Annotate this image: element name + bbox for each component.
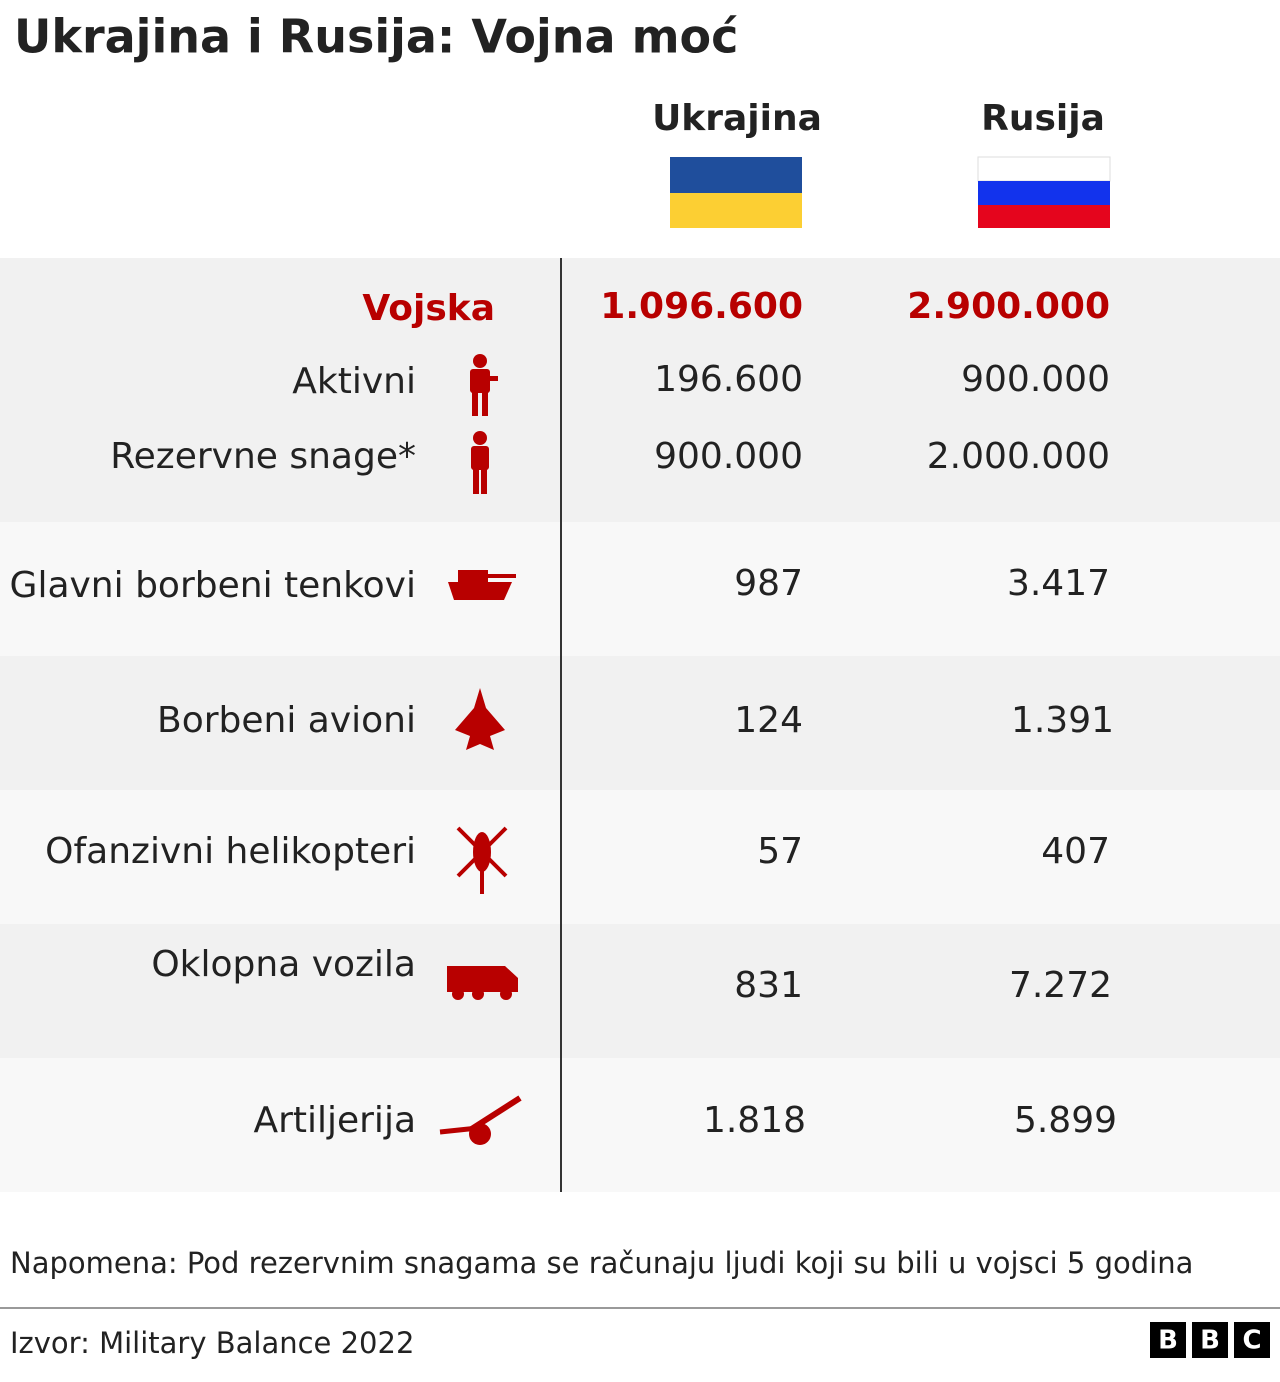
- table-row: Oklopna vozila 831 7.272: [151, 944, 1112, 1006]
- cell-value: 407: [1041, 831, 1110, 872]
- row-label: Artiljerija: [253, 1100, 416, 1141]
- row-label: Borbeni avioni: [157, 700, 416, 741]
- flag-ukraine: [670, 157, 802, 228]
- icon-plane: [455, 688, 505, 750]
- table-row: Artiljerija 1.818 5.899: [253, 1100, 1117, 1141]
- cell-value: 900.000: [961, 359, 1110, 400]
- cell-value: 124: [734, 700, 803, 741]
- table-bands: [0, 258, 1280, 1192]
- title: Ukrajina i Rusija: Vojna moć: [14, 10, 738, 64]
- table-row: Rezervne snage* 900.000 2.000.000: [110, 436, 1110, 477]
- icons: [439, 354, 522, 1145]
- row-label: Oklopna vozila: [151, 944, 416, 985]
- flag-russia: [977, 156, 1111, 228]
- logo-letter: C: [1242, 1326, 1261, 1356]
- source: Izvor: Military Balance 2022: [10, 1326, 414, 1360]
- table: Vojska 1.096.600 2.900.000 Aktivni 196.600 90…: [10, 286, 1117, 1141]
- row-label: Aktivni: [292, 361, 416, 402]
- cell-value: 7.272: [1009, 965, 1112, 1006]
- cell-value: 987: [734, 563, 803, 604]
- cell-value: 2.000.000: [927, 436, 1110, 477]
- cell-value: 1.096.600: [600, 286, 803, 327]
- cell-value: 831: [734, 965, 803, 1006]
- table-row: Glavni borbeni tenkovi 987 3.417: [10, 563, 1110, 606]
- table-row: Ofanzivni helikopteri 57 407: [45, 831, 1110, 872]
- table-row: Borbeni avioni 124 1.391: [157, 700, 1114, 741]
- icon-helicopter: [456, 826, 508, 894]
- cell-value: 5.899: [1014, 1100, 1117, 1141]
- logo-block: [1192, 1322, 1228, 1358]
- logo-block: [1234, 1322, 1270, 1358]
- column-header: Rusija: [981, 98, 1105, 139]
- row-label: Vojska: [362, 288, 495, 329]
- cell-value: 2.900.000: [907, 286, 1110, 327]
- logo-letter: B: [1200, 1326, 1220, 1356]
- row-label: Ofanzivni helikopteri: [45, 831, 416, 872]
- cell-value: 1.391: [1011, 700, 1114, 741]
- icon-person: [471, 431, 489, 494]
- table-row: Aktivni 196.600 900.000: [292, 359, 1110, 402]
- icon-soldier: [470, 354, 498, 416]
- column-header: Ukrajina: [652, 98, 822, 139]
- note: Napomena: Pod rezervnim snagama se račun…: [10, 1246, 1193, 1280]
- cell-value: 57: [757, 831, 803, 872]
- icon-artillery: [439, 1095, 522, 1145]
- row-label: Glavni borbeni tenkovi: [10, 565, 416, 606]
- cell-value: 196.600: [654, 359, 803, 400]
- cell-value: 3.417: [1007, 563, 1110, 604]
- cell-value: 900.000: [654, 436, 803, 477]
- row-label: Rezervne snage*: [110, 436, 416, 477]
- logo-letter: B: [1158, 1326, 1178, 1356]
- icon-armored-vehicle: [447, 966, 518, 1000]
- table-row: Vojska 1.096.600 2.900.000: [362, 286, 1110, 329]
- icon-tank: [448, 570, 516, 600]
- logo-block: [1150, 1322, 1186, 1358]
- cell-value: 1.818: [703, 1100, 806, 1141]
